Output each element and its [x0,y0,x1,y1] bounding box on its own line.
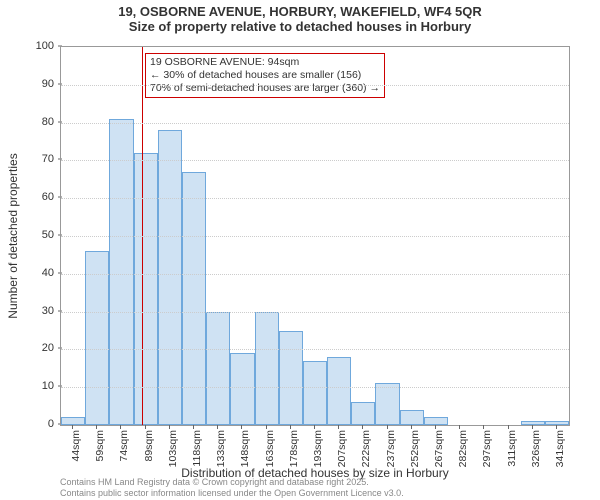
x-tick-mark [241,425,242,429]
y-tick-label: 80 [42,116,54,128]
x-tick-mark [532,425,533,429]
grid-line [61,387,569,388]
grid-line [61,312,569,313]
grid-line [61,123,569,124]
grid-line [61,85,569,86]
x-tick-mark [266,425,267,429]
x-tick-label: 118sqm [191,430,203,467]
histogram-bar [206,312,230,425]
x-tick-label: 237sqm [385,430,397,467]
histogram-bar [255,312,279,425]
histogram-bar [327,357,351,425]
y-tick-label: 10 [42,380,54,392]
x-tick-mark [508,425,509,429]
x-tick-label: 74sqm [118,430,130,462]
y-tick-label: 50 [42,229,54,241]
histogram-bar [61,417,85,425]
histogram-bar [375,383,399,425]
histogram-bar [158,130,182,425]
grid-line [61,236,569,237]
x-tick-label: 59sqm [94,430,106,462]
y-tick-label: 20 [42,342,54,354]
x-tick-label: 133sqm [215,430,227,467]
x-tick-mark [72,425,73,429]
x-tick-label: 297sqm [481,430,493,467]
x-tick-label: 282sqm [457,430,469,467]
x-tick-label: 311sqm [506,430,518,467]
x-tick-mark [145,425,146,429]
histogram-bar [230,353,254,425]
x-tick-mark [193,425,194,429]
histogram-bar [279,331,303,426]
plot-area: 19 OSBORNE AVENUE: 94sqm ← 30% of detach… [60,46,570,426]
x-tick-mark [217,425,218,429]
x-tick-label: 267sqm [433,430,445,467]
grid-line [61,160,569,161]
y-ticks: 0102030405060708090100 [0,46,58,426]
x-tick-mark [314,425,315,429]
histogram-bar [521,421,545,425]
callout-box: 19 OSBORNE AVENUE: 94sqm ← 30% of detach… [145,53,385,98]
footer-line-2: Contains public sector information licen… [60,488,590,498]
x-tick-label: 148sqm [239,430,251,467]
x-tick-mark [362,425,363,429]
x-tick-label: 193sqm [312,430,324,467]
x-tick-mark [483,425,484,429]
x-tick-mark [120,425,121,429]
x-tick-label: 178sqm [288,430,300,467]
callout-line-1: 19 OSBORNE AVENUE: 94sqm [150,56,380,69]
x-tick-label: 163sqm [264,430,276,467]
x-tick-mark [96,425,97,429]
x-tick-label: 207sqm [336,430,348,467]
x-tick-label: 222sqm [360,430,372,467]
y-tick-label: 60 [42,191,54,203]
histogram-bar [400,410,424,425]
callout-line-2: ← 30% of detached houses are smaller (15… [150,69,380,82]
x-tick-label: 89sqm [143,430,155,462]
histogram-bar [351,402,375,425]
title-line-2: Size of property relative to detached ho… [0,19,600,34]
y-tick-label: 90 [42,78,54,90]
histogram-bar [134,153,158,425]
histogram-bar [109,119,133,425]
x-tick-mark [459,425,460,429]
x-tick-label: 44sqm [70,430,82,462]
grid-line [61,274,569,275]
histogram-bar [545,421,569,425]
y-tick-label: 0 [48,418,54,430]
y-tick-label: 70 [42,153,54,165]
x-tick-mark [338,425,339,429]
chart-title: 19, OSBORNE AVENUE, HORBURY, WAKEFIELD, … [0,4,600,34]
x-tick-label: 103sqm [167,430,179,467]
title-line-1: 19, OSBORNE AVENUE, HORBURY, WAKEFIELD, … [0,4,600,19]
x-tick-mark [290,425,291,429]
histogram-bar [424,417,448,425]
histogram-bar [85,251,109,425]
y-tick-label: 30 [42,305,54,317]
histogram-bar [303,361,327,425]
x-tick-label: 326sqm [530,430,542,467]
x-tick-label: 341sqm [554,430,566,467]
grid-line [61,349,569,350]
x-tick-mark [387,425,388,429]
chart-container: 19, OSBORNE AVENUE, HORBURY, WAKEFIELD, … [0,0,600,500]
x-tick-mark [169,425,170,429]
x-tick-label: 252sqm [409,430,421,467]
y-tick-label: 100 [36,40,54,52]
x-tick-mark [435,425,436,429]
attribution-footer: Contains HM Land Registry data © Crown c… [60,477,590,498]
footer-line-1: Contains HM Land Registry data © Crown c… [60,477,590,487]
grid-line [61,198,569,199]
x-tick-mark [411,425,412,429]
y-tick-label: 40 [42,267,54,279]
x-tick-mark [556,425,557,429]
